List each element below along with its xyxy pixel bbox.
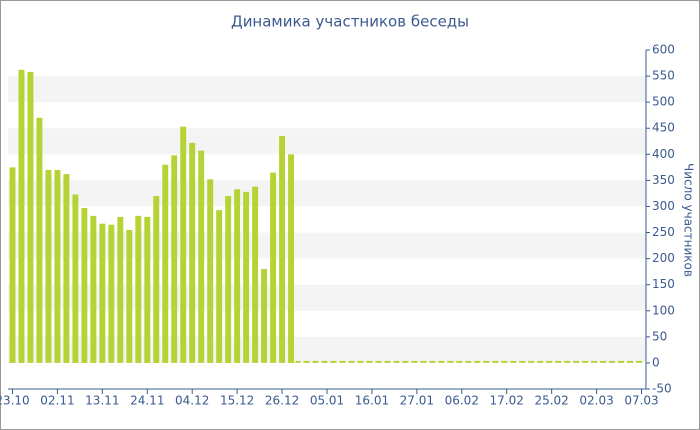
y-tick-label: 600	[652, 43, 675, 57]
x-tick-label: 26.12	[265, 394, 299, 408]
bar	[36, 117, 43, 363]
x-tick-label: 25.02	[534, 394, 568, 408]
grid-band	[8, 284, 646, 311]
y-tick-label: 0	[652, 355, 660, 369]
bar	[135, 215, 142, 363]
x-tick-label: 05.01	[310, 394, 344, 408]
bar	[9, 167, 16, 363]
bar	[162, 164, 169, 363]
y-tick-label: 200	[652, 251, 675, 265]
bar	[90, 215, 97, 363]
x-tick-label: 27.01	[400, 394, 434, 408]
bar	[243, 191, 250, 363]
grid-band	[8, 232, 646, 259]
bar	[54, 169, 61, 363]
y-tick-label: 250	[652, 225, 675, 239]
grid-band	[8, 76, 646, 103]
chart-title: Динамика участников беседы	[231, 13, 469, 31]
bar	[252, 186, 259, 363]
bar	[288, 154, 295, 363]
x-tick-label: 02.11	[40, 394, 74, 408]
x-tick-label: 13.11	[85, 394, 119, 408]
bar	[45, 169, 52, 363]
y-tick-label: 500	[652, 95, 675, 109]
bar	[198, 150, 205, 363]
bar	[72, 194, 79, 363]
bar	[108, 224, 115, 363]
x-tick-label: 02.03	[579, 394, 613, 408]
y-tick-label: 100	[652, 303, 675, 317]
grid-band	[8, 336, 646, 363]
bar	[189, 142, 196, 363]
bar	[117, 216, 124, 363]
bar	[126, 229, 133, 363]
x-tick-label: 24.11	[130, 394, 164, 408]
bar	[81, 208, 88, 363]
x-tick-label: 15.12	[220, 394, 254, 408]
bar	[279, 136, 286, 363]
y-tick-label: 300	[652, 199, 675, 213]
x-tick-label: 23.10	[0, 394, 30, 408]
bar	[216, 210, 223, 363]
bar	[225, 196, 232, 363]
bar	[63, 174, 70, 363]
bar	[261, 269, 268, 363]
y-tick-label: 350	[652, 173, 675, 187]
bar	[207, 179, 214, 363]
bar	[18, 69, 25, 363]
y-tick-label: 50	[652, 329, 667, 343]
x-tick-label: 04.12	[175, 394, 209, 408]
y-tick-label: 550	[652, 69, 675, 83]
bar	[234, 189, 241, 363]
bar	[180, 126, 187, 363]
grid-band	[8, 128, 646, 155]
grid-band	[8, 180, 646, 207]
bar	[171, 155, 178, 363]
x-tick-label: 06.02	[445, 394, 479, 408]
bar	[153, 196, 160, 363]
y-tick-label: -50	[652, 382, 672, 396]
bar	[144, 216, 151, 363]
y-axis-title: Число участников	[682, 163, 696, 277]
y-tick-label: 400	[652, 147, 675, 161]
bar	[27, 71, 34, 363]
bar	[270, 172, 277, 363]
bar	[99, 223, 106, 363]
x-tick-label: 16.01	[355, 394, 389, 408]
x-tick-label: 07.03	[624, 394, 658, 408]
y-tick-label: 150	[652, 277, 675, 291]
x-tick-label: 17.02	[490, 394, 524, 408]
y-tick-label: 450	[652, 121, 675, 135]
